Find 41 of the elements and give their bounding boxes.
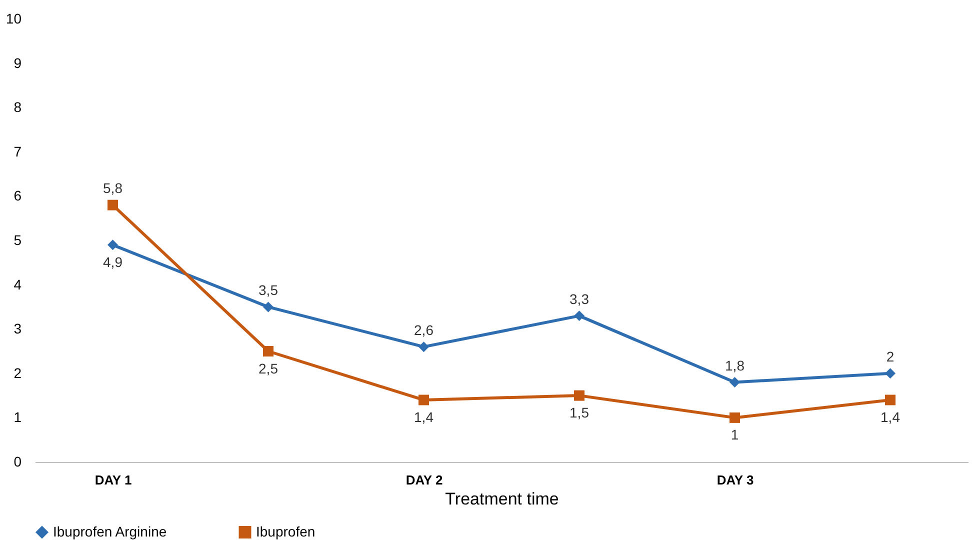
data-label: 2,6 bbox=[414, 322, 434, 338]
x-axis-title: Treatment time bbox=[445, 490, 559, 508]
x-tick-label: DAY 2 bbox=[406, 472, 443, 488]
data-label: 2 bbox=[886, 348, 894, 364]
point bbox=[574, 390, 584, 401]
data-label: 3,3 bbox=[570, 290, 590, 307]
data-label: 5,8 bbox=[103, 180, 123, 196]
data-label: 3,5 bbox=[258, 282, 278, 298]
data-label: 1,8 bbox=[725, 357, 745, 374]
data-label: 4,9 bbox=[103, 254, 123, 270]
x-tick-label: DAY 1 bbox=[94, 472, 132, 488]
y-tick-label: 3 bbox=[14, 320, 22, 337]
y-tick-label: 1 bbox=[14, 409, 22, 426]
y-tick-label: 2 bbox=[14, 364, 22, 381]
point bbox=[574, 310, 584, 322]
y-tick-label: 5 bbox=[14, 232, 22, 248]
data-label: 2,5 bbox=[258, 360, 278, 376]
point bbox=[418, 394, 429, 406]
y-tick-label: 6 bbox=[14, 188, 22, 204]
y-tick-label: 7 bbox=[14, 143, 22, 160]
point bbox=[730, 412, 740, 423]
point bbox=[108, 200, 118, 210]
y-tick-label: 9 bbox=[14, 54, 22, 71]
x-tick-label: DAY 3 bbox=[716, 472, 754, 488]
point bbox=[108, 240, 118, 250]
data-label: 1 bbox=[730, 426, 739, 443]
y-tick-label: 8 bbox=[14, 99, 22, 116]
y-tick-label: 4 bbox=[14, 276, 22, 292]
point bbox=[418, 342, 429, 352]
point bbox=[885, 394, 896, 406]
point bbox=[263, 346, 274, 356]
point bbox=[885, 368, 896, 379]
y-tick-label: 10 bbox=[6, 10, 22, 26]
legend-label: Ibuprofen bbox=[256, 523, 316, 540]
point bbox=[730, 377, 740, 388]
y-tick-label: 0 bbox=[14, 454, 22, 470]
legend-label: Ibuprofen Arginine bbox=[53, 523, 167, 540]
point bbox=[263, 302, 274, 312]
data-label: 1,4 bbox=[880, 408, 900, 425]
data-label: 1,4 bbox=[414, 408, 434, 425]
data-label: 1,5 bbox=[570, 404, 590, 421]
